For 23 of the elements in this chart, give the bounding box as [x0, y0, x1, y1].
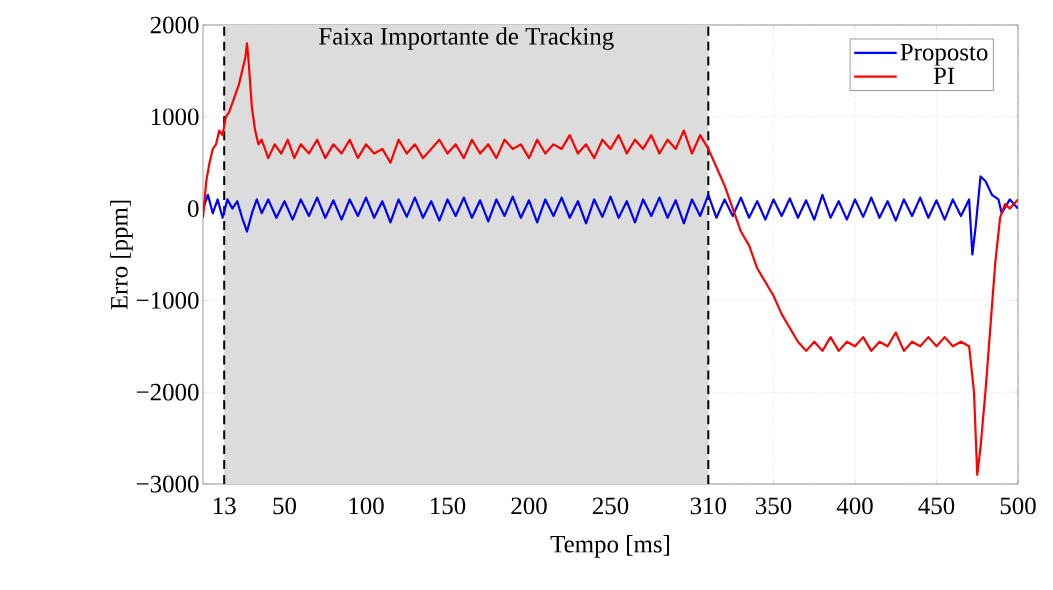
x-tick-label: 310 [690, 497, 727, 515]
y-tick-label: −3000 [136, 475, 199, 493]
x-axis-title: Tempo [ms] [550, 535, 670, 558]
legend-label: Proposto [900, 43, 988, 66]
x-tick-label: 100 [349, 497, 384, 515]
x-tick-label: 200 [511, 497, 547, 515]
y-tick-label: 1000 [151, 108, 199, 126]
x-tick-label: 13 [213, 497, 236, 515]
y-tick-label: 0 [187, 200, 199, 218]
band-label: Faixa Importante de Tracking [319, 27, 614, 50]
y-tick-label: 2000 [150, 16, 199, 34]
y-axis-title: Erro [ppm] [110, 200, 133, 310]
x-tick-label: 250 [592, 497, 629, 515]
x-tick-label: 500 [1000, 497, 1036, 515]
x-tick-label: 350 [756, 497, 792, 515]
x-tick-label: 150 [431, 497, 466, 515]
y-tick-label: −2000 [136, 383, 199, 401]
x-tick-label: 50 [273, 497, 296, 515]
legend-label: PI [933, 67, 955, 85]
y-tick-label: −1000 [136, 292, 199, 309]
x-tick-label: 450 [918, 497, 955, 515]
x-tick-label: 400 [836, 497, 873, 515]
line-series [203, 175, 1019, 256]
